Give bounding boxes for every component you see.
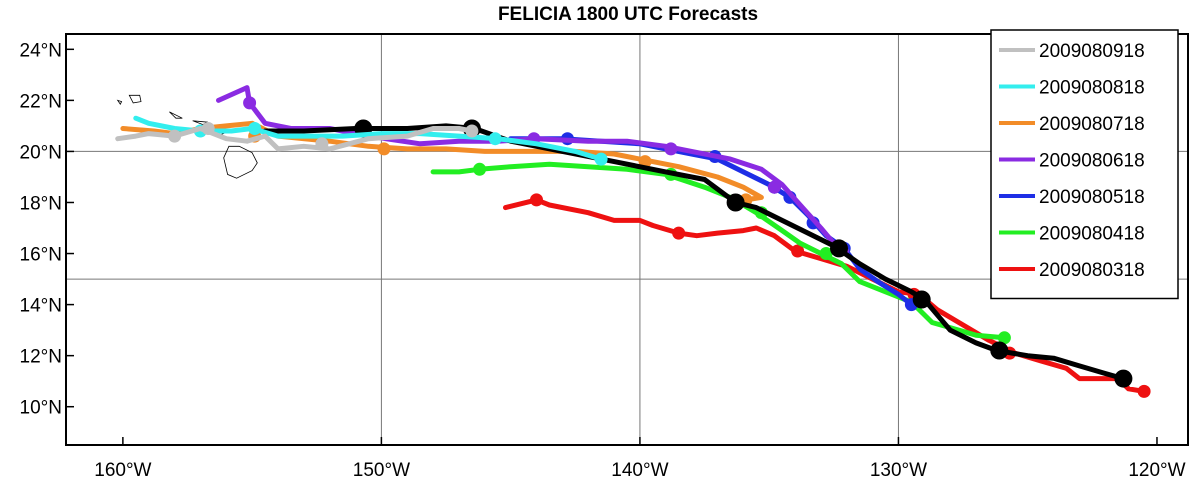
lat-tick-label: 24°N <box>20 40 62 61</box>
forecast-position-dot <box>726 193 745 212</box>
legend-entry-label: 2009080518 <box>1039 187 1145 208</box>
forecast-position-dot <box>248 122 262 135</box>
forecast-position-dot <box>912 290 931 309</box>
forecast-position-dot <box>830 239 848 258</box>
legend-entry-label: 2009080718 <box>1039 114 1145 135</box>
lon-tick-label: 120°W <box>1128 460 1185 481</box>
lat-tick-label: 18°N <box>20 193 62 214</box>
forecast-position-dot <box>530 193 543 207</box>
lon-tick-label: 160°W <box>94 460 151 481</box>
legend-entry-label: 2009080818 <box>1039 78 1145 99</box>
forecast-position-dot <box>819 247 833 260</box>
forecast-position-dot <box>594 152 608 166</box>
lat-tick-label: 10°N <box>20 398 62 419</box>
forecast-position-dot <box>791 244 805 258</box>
lat-tick-label: 20°N <box>20 142 62 163</box>
lat-tick-label: 12°N <box>20 347 62 368</box>
plot-area: 160°W 150°W 140°W 130°W 120°W 10°N 12°N 14°N 16°… <box>20 33 1189 481</box>
map-frame <box>65 33 1189 446</box>
island-outline <box>169 111 183 119</box>
forecast-track-line <box>216 85 850 254</box>
lon-tick-label: 150°W <box>353 460 410 481</box>
legend-entry-label: 2009080918 <box>1039 41 1145 62</box>
lat-tick-label: 22°N <box>20 91 62 112</box>
legend-entry-label: 2009080318 <box>1039 260 1145 281</box>
legend-box <box>990 29 1179 300</box>
forecast-position-dot <box>465 124 479 138</box>
island-outline <box>128 94 142 104</box>
forecast-position-dot <box>997 331 1011 345</box>
forecast-position-dot <box>672 226 686 240</box>
forecast-position-dot <box>315 137 329 151</box>
forecast-position-dot <box>1114 369 1133 388</box>
island-outline <box>116 99 123 105</box>
legend: 2009080918 2009080818 2009080718 2009080618… <box>990 29 1179 300</box>
forecast-position-dot <box>767 180 781 194</box>
map-title: FELICIA 1800 UTC Forecasts <box>498 4 758 25</box>
forecast-position-dot <box>243 96 257 110</box>
lon-tick-label: 140°W <box>611 460 668 481</box>
lon-tick-label: 130°W <box>870 460 927 481</box>
lat-tick-label: 16°N <box>20 245 62 266</box>
island-outline <box>223 145 258 179</box>
forecast-position-dot <box>664 142 678 156</box>
forecast-position-dot <box>990 341 1009 360</box>
forecast-position-dot <box>1137 384 1151 398</box>
forecast-position-dot <box>488 132 502 146</box>
forecast-position-dot <box>377 142 391 156</box>
forecast-track-line <box>115 126 475 152</box>
legend-entry-label: 2009080618 <box>1039 151 1145 172</box>
forecast-position-dot <box>473 162 487 176</box>
legend-entry-label: 2009080418 <box>1039 224 1145 245</box>
lat-tick-label: 14°N <box>20 296 62 317</box>
forecast-position-dot <box>168 129 182 143</box>
forecast-position-dot <box>201 122 215 135</box>
forecast-track-line <box>430 161 1007 341</box>
